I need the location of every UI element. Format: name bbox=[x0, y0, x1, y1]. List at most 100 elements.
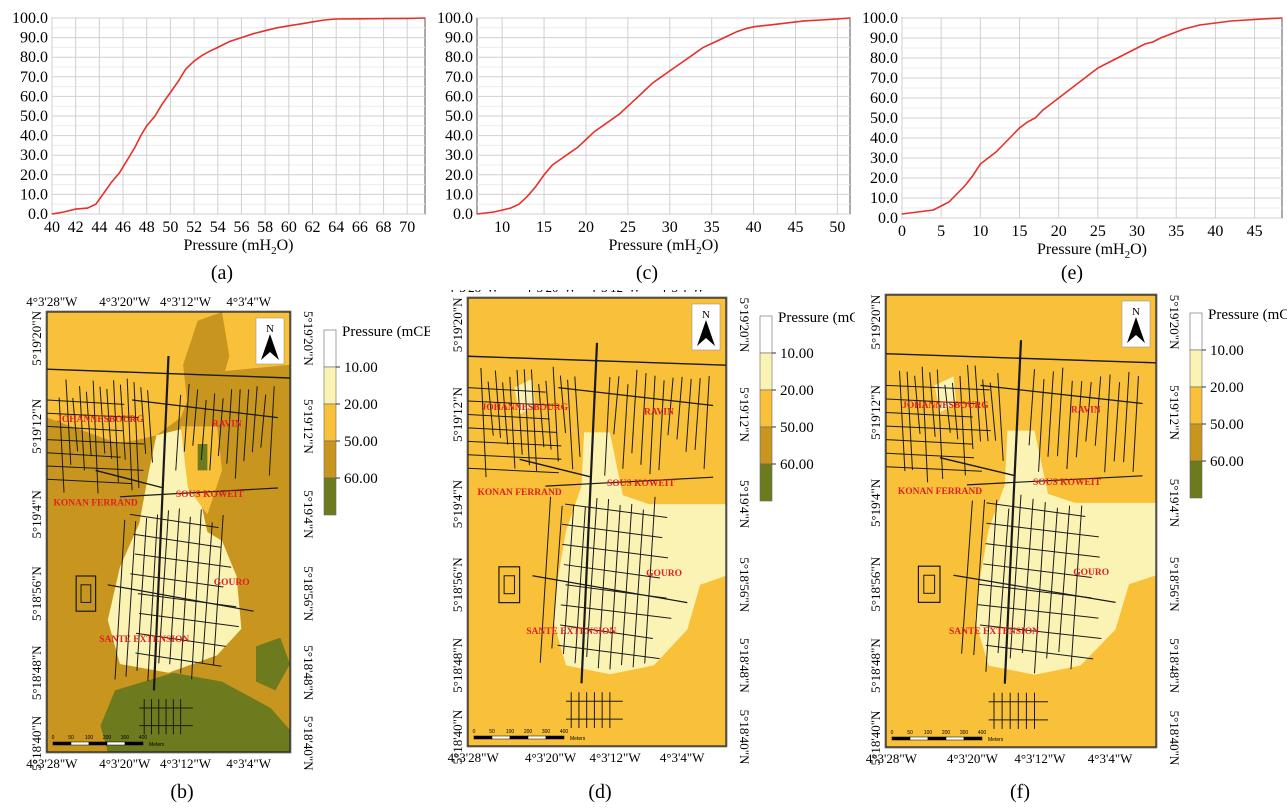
pipe-street bbox=[46, 452, 121, 458]
data-point bbox=[63, 211, 65, 213]
pipe-street bbox=[1009, 494, 1022, 659]
lon-label-bottom: 4°3'12"W bbox=[160, 756, 212, 771]
x-tick-label: 48 bbox=[139, 219, 155, 236]
map-frame bbox=[467, 297, 727, 747]
pipe-street bbox=[983, 563, 1092, 578]
data-point bbox=[300, 23, 302, 25]
x-tick-label: 46 bbox=[115, 219, 131, 236]
pipe-street bbox=[604, 376, 611, 476]
pipe-street bbox=[929, 372, 936, 437]
pipe-street bbox=[467, 440, 562, 447]
place-label: SANTE EXTENSION bbox=[526, 627, 616, 637]
legend-label: 50.00 bbox=[1210, 417, 1244, 433]
x-tick-label: 25 bbox=[1090, 223, 1106, 240]
y-tick-label: 50.0 bbox=[870, 110, 898, 127]
scale-bar-segment bbox=[106, 741, 126, 746]
data-point bbox=[769, 24, 771, 26]
lat-label-right: 5°18'40"N bbox=[737, 710, 752, 765]
data-point bbox=[476, 213, 478, 215]
legend-label: 10.00 bbox=[780, 346, 814, 362]
pipe-street bbox=[147, 390, 153, 463]
x-tick-label: 25 bbox=[620, 219, 636, 236]
y-tick-label: 60.0 bbox=[870, 90, 898, 107]
pipe-street bbox=[649, 375, 656, 475]
pipe-street bbox=[268, 386, 275, 476]
data-point bbox=[501, 209, 503, 211]
y-tick-label: 100.0 bbox=[437, 10, 473, 27]
pipe-street bbox=[129, 513, 219, 529]
zone-olive-south bbox=[100, 672, 290, 752]
x-tick-label: 10 bbox=[494, 219, 510, 236]
data-point bbox=[610, 119, 612, 121]
data-point bbox=[1281, 17, 1283, 19]
scale-bar-segment bbox=[70, 741, 90, 746]
legend-swatch bbox=[1189, 460, 1203, 499]
map-outer-frame bbox=[466, 296, 728, 748]
legend-title: Pressure (mCE) bbox=[778, 310, 855, 326]
data-point bbox=[1175, 31, 1177, 33]
y-tick-label: 80.0 bbox=[20, 49, 48, 66]
legend-title: Pressure (mCE) bbox=[1208, 307, 1287, 323]
pipe-street bbox=[1075, 381, 1083, 458]
data-point bbox=[240, 37, 243, 39]
data-point bbox=[1120, 55, 1122, 57]
place-label: SOUS KOWEIT bbox=[1033, 478, 1102, 488]
data-point bbox=[635, 97, 637, 99]
scale-text: Meters bbox=[149, 742, 165, 748]
zone-olive-east bbox=[256, 637, 290, 691]
pipe-street bbox=[1066, 380, 1073, 470]
scale-bar-segment bbox=[545, 735, 565, 740]
data-point bbox=[1073, 85, 1075, 87]
lat-label-left: 5°18'48"N bbox=[868, 638, 883, 693]
legend-swatch bbox=[323, 366, 337, 405]
lon-label-top: 4°3'20"W bbox=[525, 290, 577, 295]
data-point bbox=[493, 211, 495, 213]
scale-tick-label: 300 bbox=[542, 729, 551, 735]
data-point bbox=[644, 89, 646, 92]
y-tick-label: 0.0 bbox=[453, 206, 473, 223]
pipe-block bbox=[503, 575, 515, 595]
data-point bbox=[185, 68, 187, 70]
pipe-street bbox=[114, 519, 126, 680]
pipe-street bbox=[192, 389, 199, 446]
data-point bbox=[1183, 28, 1185, 30]
data-point bbox=[95, 203, 97, 205]
pipe-street bbox=[1038, 379, 1045, 472]
pipe-street bbox=[997, 508, 1010, 654]
data-point bbox=[836, 18, 839, 20]
map-f-svg: JOHANNESBOURG RAVIN SOUS KOWEIT KONAN FERRA… bbox=[866, 277, 1287, 766]
lat-label-left: 5°18'40"N bbox=[868, 710, 883, 765]
lon-label-top: 4°3'20"W bbox=[947, 290, 999, 292]
x-tick-label: 40 bbox=[1207, 223, 1223, 240]
pipe-street bbox=[560, 624, 653, 639]
zone-light-center bbox=[107, 426, 242, 673]
lat-label-right: 5°18'48"N bbox=[1167, 638, 1182, 693]
pipe-block bbox=[917, 565, 941, 603]
lat-label-right: 5°19'4"N bbox=[1167, 479, 1182, 528]
data-point bbox=[252, 33, 254, 35]
data-point bbox=[1128, 51, 1130, 53]
place-label: GOURO bbox=[214, 578, 250, 588]
data-point bbox=[694, 52, 696, 54]
lon-label-bottom: 4°3'12"W bbox=[589, 750, 641, 765]
lon-label-bottom: 4°3'4"W bbox=[1088, 751, 1133, 766]
pipe-street bbox=[574, 376, 581, 457]
pipe-main bbox=[966, 475, 1143, 486]
place-label: RAVIN bbox=[1071, 406, 1101, 416]
lat-label-left: 5°18'56"N bbox=[868, 556, 883, 611]
pipe-street bbox=[1070, 505, 1083, 670]
pipe-street bbox=[209, 393, 216, 471]
y-tick-label: 60.0 bbox=[445, 88, 473, 105]
map-panel-b: JOHANNESBOURG RAVIN SOUS KOWEIT KONAN FERRA… bbox=[0, 290, 437, 780]
pipe-street bbox=[130, 573, 224, 588]
north-arrow-icon bbox=[261, 334, 279, 360]
lat-label-right: 5°18'56"N bbox=[301, 566, 316, 621]
place-label: GOURO bbox=[646, 569, 682, 579]
lat-label-left: 5°19'4"N bbox=[29, 490, 44, 539]
y-tick-label: 10.0 bbox=[870, 190, 898, 207]
pipe-street bbox=[621, 503, 633, 666]
pipe-street bbox=[885, 439, 973, 445]
pipe-street bbox=[243, 389, 250, 462]
y-tick-label: 50.0 bbox=[20, 108, 48, 125]
pipe-street bbox=[113, 380, 119, 483]
